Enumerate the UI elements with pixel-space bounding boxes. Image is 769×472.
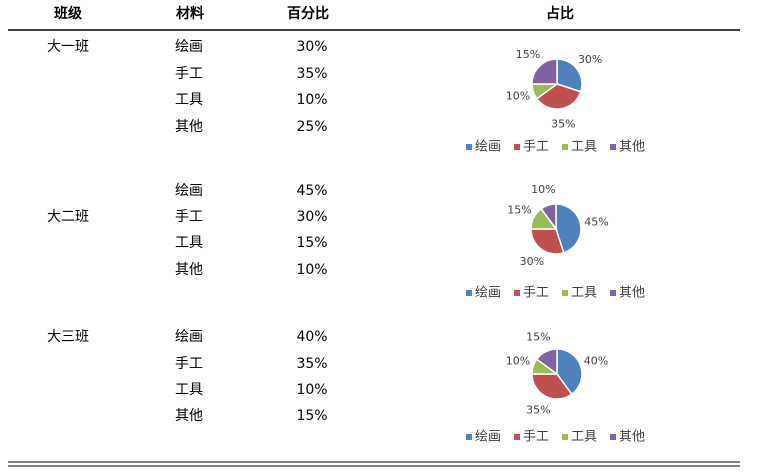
legend-swatch: [466, 144, 472, 150]
pie-label: 45%: [584, 216, 608, 229]
material: 工具: [175, 235, 203, 251]
material: 工具: [175, 92, 203, 108]
legend-swatch: [562, 290, 568, 296]
pie-label: 35%: [526, 404, 550, 417]
legend-swatch: [610, 290, 616, 296]
percent: 10%: [296, 262, 327, 278]
pie-slice: [531, 373, 573, 400]
header-cell: 百分比: [287, 5, 329, 22]
material: 其他: [175, 408, 203, 424]
legend-swatch: [514, 144, 520, 150]
legend-label: 绘画: [475, 286, 501, 301]
pie-label: 10%: [506, 354, 530, 367]
material: 绘画: [175, 183, 203, 199]
legend-label: 工具: [571, 140, 597, 155]
pie-label: 10%: [506, 90, 530, 103]
material: 绘画: [175, 39, 203, 55]
legend-swatch: [562, 144, 568, 150]
percent: 35%: [296, 356, 327, 372]
pie-slice: [531, 58, 558, 85]
pie-slice: [540, 203, 557, 232]
material: 其他: [175, 262, 203, 278]
pie-label: 30%: [578, 53, 602, 66]
percent: 10%: [296, 92, 327, 108]
material: 手工: [175, 66, 203, 82]
pie-label: 15%: [507, 203, 531, 216]
header-cell: 材料: [176, 5, 204, 22]
percent: 10%: [296, 382, 327, 398]
pie-label: 15%: [526, 330, 550, 343]
legend-label: 其他: [619, 430, 645, 445]
pie-label: 30%: [520, 255, 544, 268]
percent: 45%: [296, 183, 327, 199]
legend-label: 其他: [619, 286, 645, 301]
percent: 35%: [296, 66, 327, 82]
legend-label: 绘画: [475, 430, 501, 445]
pie-label: 40%: [584, 354, 608, 367]
class-name: 大一班: [47, 39, 89, 55]
material: 手工: [175, 209, 203, 225]
legend-label: 绘画: [475, 140, 501, 155]
material: 手工: [175, 356, 203, 372]
pie-slice: [535, 83, 582, 110]
pie-label: 35%: [551, 117, 575, 130]
legend-swatch: [610, 434, 616, 440]
legend-label: 手工: [523, 140, 549, 155]
legend-label: 其他: [619, 140, 645, 155]
percent: 15%: [296, 235, 327, 251]
material: 其他: [175, 119, 203, 135]
pie-slice: [530, 228, 565, 255]
class-name: 大二班: [47, 209, 89, 225]
legend-label: 工具: [571, 430, 597, 445]
material: 工具: [175, 382, 203, 398]
legend-swatch: [466, 434, 472, 440]
percent: 25%: [296, 119, 327, 135]
class-name: 大三班: [47, 329, 89, 345]
legend-swatch: [562, 434, 568, 440]
legend-swatch: [466, 290, 472, 296]
pie-label: 10%: [531, 183, 555, 196]
legend-swatch: [610, 144, 616, 150]
legend-swatch: [514, 434, 520, 440]
percent: 30%: [296, 209, 327, 225]
legend-swatch: [514, 290, 520, 296]
legend-label: 手工: [523, 286, 549, 301]
pie-slice: [556, 348, 583, 396]
header-cell: 占比: [546, 5, 574, 22]
percent: 30%: [296, 39, 327, 55]
percent: 40%: [296, 329, 327, 345]
pie-slice: [556, 58, 583, 93]
pie-slice: [535, 348, 558, 376]
percent: 15%: [296, 408, 327, 424]
legend-label: 手工: [523, 430, 549, 445]
legend-label: 工具: [571, 286, 597, 301]
header-cell: 班级: [54, 5, 83, 22]
pie-label: 15%: [516, 48, 540, 61]
material: 绘画: [175, 329, 203, 345]
pie-slice: [555, 203, 582, 254]
